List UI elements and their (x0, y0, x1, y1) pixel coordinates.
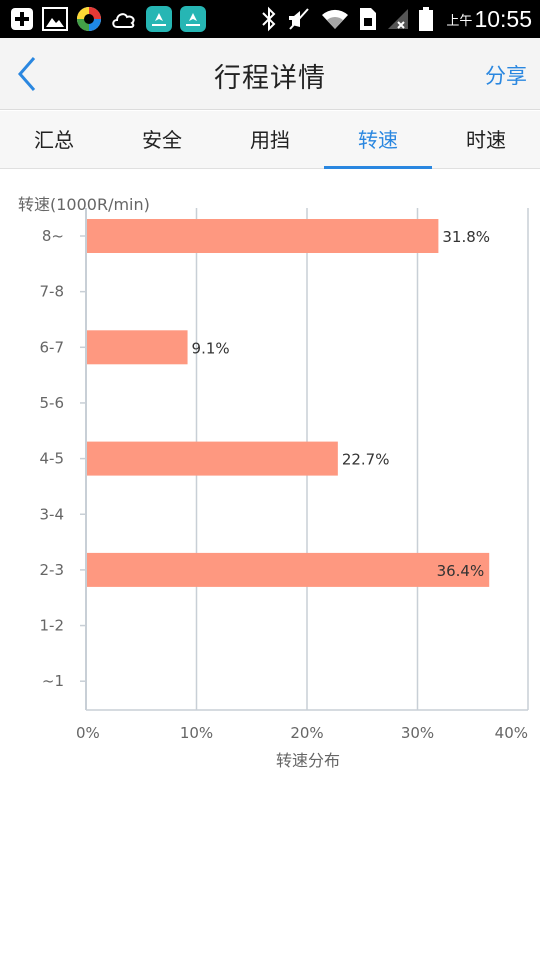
x-tick-label: 0% (76, 724, 100, 742)
sim-icon (360, 8, 377, 30)
page-title: 行程详情 (214, 63, 326, 94)
y-category-label: 3-4 (40, 505, 65, 523)
chart-svg: 0% 10% 20% 30% 40% 8~ 31.8% 7-8 6-7 9.1% 5-6 4-5 22.… (18, 195, 529, 770)
signal-icon (388, 9, 409, 29)
y-category-label: 2-3 (40, 561, 65, 579)
back-button[interactable] (10, 52, 50, 96)
chevron-left-icon (18, 57, 36, 91)
tab-speed[interactable]: 时速 (466, 128, 506, 152)
bar (87, 441, 338, 476)
label-layer: 0% 10% 20% 30% 40% 8~ 31.8% 7-8 6-7 9.1% 5-6 4-5 22.… (40, 227, 529, 742)
y-category-label: ~1 (42, 672, 64, 690)
bar-value-label: 22.7% (342, 451, 390, 469)
tab-bar: 汇总 安全 用挡 转速 时速 (0, 111, 540, 169)
bar-value-label: 31.8% (442, 228, 490, 246)
clock: 10:55 (474, 5, 532, 32)
x-tick-label: 30% (401, 724, 434, 742)
y-axis-title: 转速(1000R/min) (18, 195, 150, 214)
y-category-label: 5-6 (40, 394, 65, 412)
notification-icons (10, 5, 214, 33)
huawei-app-icon (146, 6, 172, 32)
x-tick-label: 20% (290, 724, 323, 742)
image-icon (42, 7, 68, 31)
bar-value-label: 36.4% (437, 562, 485, 580)
bar-layer (87, 219, 490, 587)
y-category-label: 7-8 (40, 283, 65, 301)
tab-summary[interactable]: 汇总 (34, 128, 74, 152)
bar (87, 330, 188, 365)
x-tick-label: 40% (495, 724, 528, 742)
x-tick-label: 10% (180, 724, 213, 742)
huawei-app-icon (180, 6, 206, 32)
y-category-label: 8~ (42, 227, 64, 245)
status-bar: 上午 10:55 (0, 0, 540, 38)
tab-safety[interactable]: 安全 (142, 128, 182, 152)
tab-rpm[interactable]: 转速 (324, 111, 432, 169)
bluetooth-icon (262, 6, 276, 32)
mute-icon (289, 8, 310, 30)
bar-value-label: 9.1% (192, 339, 230, 357)
share-button[interactable]: 分享 (485, 64, 527, 88)
tab-gear-usage[interactable]: 用挡 (250, 128, 290, 152)
system-status: 上午 10:55 (260, 4, 532, 34)
colorful-app-icon (77, 7, 101, 31)
bar (87, 219, 439, 253)
y-category-label: 4-5 (40, 450, 65, 468)
wifi-icon (322, 9, 349, 29)
app-header: 行程详情 分享 (0, 38, 540, 110)
y-category-label: 6-7 (40, 338, 65, 356)
add-square-icon (11, 8, 33, 30)
cloud-icon (112, 13, 135, 28)
x-axis-title: 转速分布 (276, 751, 340, 770)
time-ampm: 上午 (446, 13, 473, 29)
bar (87, 552, 490, 587)
battery-icon (419, 7, 434, 31)
y-category-label: 1-2 (40, 617, 65, 635)
rpm-distribution-chart: 0% 10% 20% 30% 40% 8~ 31.8% 7-8 6-7 9.1% 5-6 4-5 22.… (0, 170, 540, 790)
